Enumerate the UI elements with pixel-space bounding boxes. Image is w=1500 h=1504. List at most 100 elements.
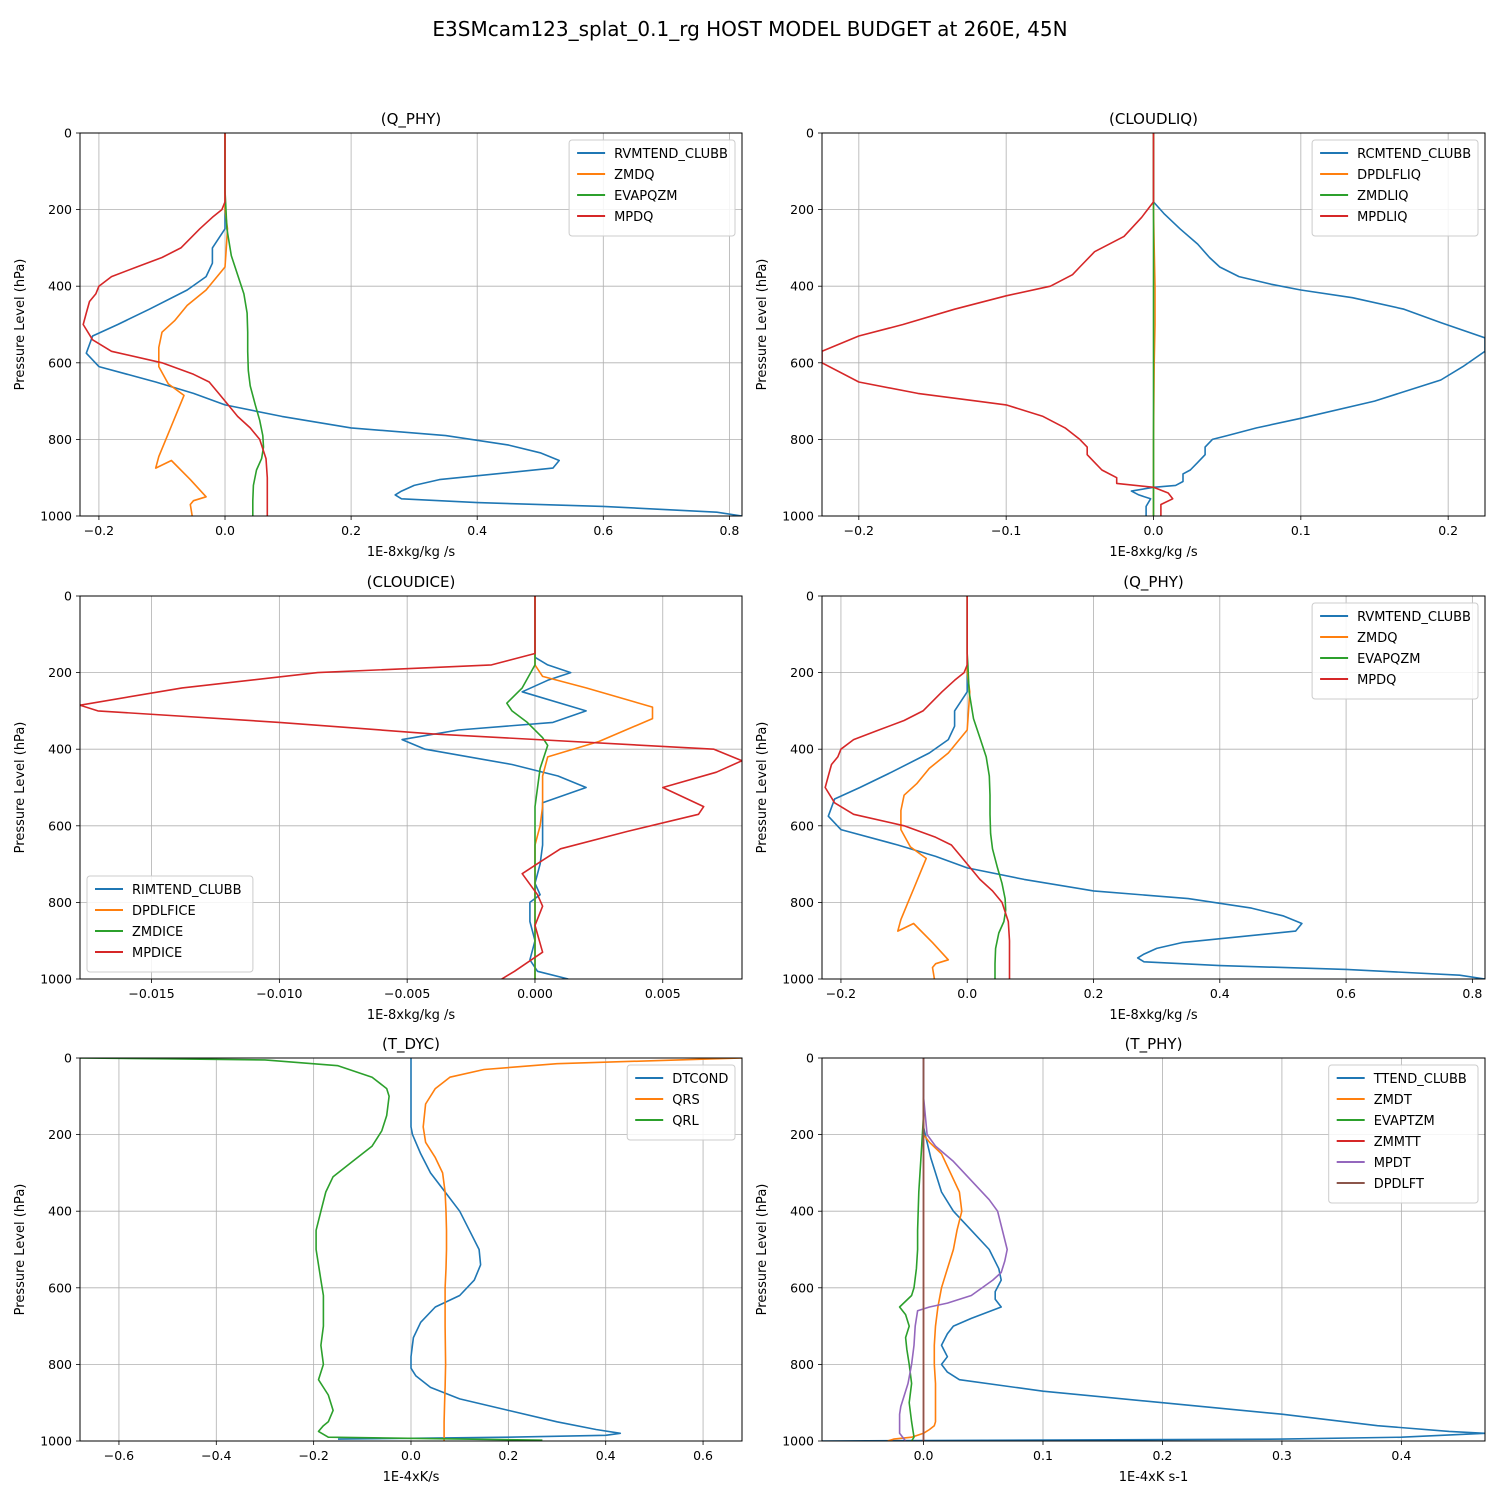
y-tick-label: 400 xyxy=(48,742,72,757)
plot-frame xyxy=(79,1057,743,1442)
y-tick-label: 800 xyxy=(790,432,814,447)
y-tick-label: 600 xyxy=(790,1280,814,1295)
y-tick-label: 600 xyxy=(790,355,814,370)
x-tick-label: 0.2 xyxy=(498,1448,518,1463)
x-tick-label: −0.2 xyxy=(298,1448,328,1463)
legend-box xyxy=(1311,602,1479,700)
x-tick-label: 0.0 xyxy=(215,523,235,538)
figure-title: E3SMcam123_splat_0.1_rg HOST MODEL BUDGE… xyxy=(432,17,1067,41)
x-tick-label: 0.2 xyxy=(341,523,361,538)
y-tick-label: 1000 xyxy=(782,972,814,987)
plot-frame xyxy=(79,132,743,517)
series-line-mpdq xyxy=(82,133,269,516)
legend-box xyxy=(1311,139,1479,237)
y-tick-label: 200 xyxy=(790,202,814,217)
panel-6: 0.0 0.1 0.2 0.3 0.4 0 200 400 600 800 1000 (T_PHY) 1… xyxy=(755,1035,1486,1485)
x-tick-label: 0.8 xyxy=(719,523,739,538)
series-line-rimtend-clubb xyxy=(401,596,587,979)
panel-4: −0.2 0.0 0.2 0.4 0.6 0.8 0 200 400 600 800 1000 (Q_P… xyxy=(755,573,1486,1023)
y-tick-label: 600 xyxy=(48,1280,72,1295)
legend-entry: RIMTEND_CLUBB xyxy=(132,883,242,898)
series-line-zmdt xyxy=(887,1058,963,1441)
x-tick-label: 0.4 xyxy=(1210,986,1230,1001)
y-tick-label: 400 xyxy=(790,279,814,294)
series-group xyxy=(824,596,1485,979)
y-tick-label: 0 xyxy=(64,589,72,604)
y-tick-label: 200 xyxy=(48,1127,72,1142)
x-tick-label: 0.4 xyxy=(467,523,487,538)
series-line-evapqzm xyxy=(224,133,265,516)
series-group xyxy=(822,133,1485,516)
series-line-qrs xyxy=(422,1058,742,1441)
legend: RCMTEND_CLUBB DPDLFLIQ ZMDLIQ MPDLIQ xyxy=(1311,139,1479,237)
legend-entry: DTCOND xyxy=(672,1072,728,1087)
x-tick-label: 0.0 xyxy=(401,1448,421,1463)
legend-entry: ZMDLIQ xyxy=(1357,189,1408,204)
legend-entry: QRS xyxy=(672,1093,700,1108)
y-tick-label: 200 xyxy=(48,665,72,680)
y-tick-label: 400 xyxy=(48,279,72,294)
legend: RIMTEND_CLUBB DPDLFICE ZMDICE MPDICE xyxy=(86,875,254,973)
y-tick-label: 800 xyxy=(48,895,72,910)
legend-entry: DPDLFT xyxy=(1374,1177,1424,1192)
y-axis-label: Pressure Level (hPa) xyxy=(13,259,28,391)
y-tick-label: 0 xyxy=(806,126,814,141)
y-tick-label: 1000 xyxy=(782,509,814,524)
x-tick-label: 0.6 xyxy=(593,523,613,538)
x-tick-label: 0.2 xyxy=(1438,523,1458,538)
x-tick-label: −0.4 xyxy=(201,1448,231,1463)
legend-entry: MPDQ xyxy=(1357,673,1396,688)
legend: RVMTEND_CLUBB ZMDQ EVAPQZM MPDQ xyxy=(1311,602,1479,700)
legend-entry: MPDT xyxy=(1374,1156,1411,1171)
legend-entry: RVMTEND_CLUBB xyxy=(1357,610,1471,625)
legend-entry: EVAPQZM xyxy=(1357,652,1420,667)
y-tick-label: 600 xyxy=(790,818,814,833)
plot-frame xyxy=(79,595,743,980)
x-tick-label: −0.005 xyxy=(384,986,430,1001)
panel-5: −0.6 −0.4 −0.2 0.0 0.2 0.4 0.6 0 200 400 600 800 100… xyxy=(13,1035,743,1485)
series-group xyxy=(82,133,742,516)
series-line-mpdq xyxy=(824,596,1011,979)
y-tick-label: 800 xyxy=(790,1357,814,1372)
y-tick-label: 0 xyxy=(64,1051,72,1066)
series-line-ttend-clubb xyxy=(822,1058,1485,1441)
y-tick-label: 800 xyxy=(790,895,814,910)
x-tick-label: 0.4 xyxy=(596,1448,616,1463)
x-tick-label: 0.0 xyxy=(1144,523,1164,538)
legend-box xyxy=(626,1064,736,1141)
series-line-evapqzm xyxy=(966,596,1007,979)
plot-frame xyxy=(821,595,1486,980)
series-line-mpdice xyxy=(80,596,742,979)
x-tick-label: 0.3 xyxy=(1272,1448,1292,1463)
y-tick-label: 800 xyxy=(48,432,72,447)
x-tick-label: 0.6 xyxy=(693,1448,713,1463)
x-tick-label: −0.010 xyxy=(256,986,302,1001)
panel-title: (CLOUDICE) xyxy=(367,573,456,591)
y-tick-label: 1000 xyxy=(40,972,72,987)
panel-title: (CLOUDLIQ) xyxy=(1109,110,1198,128)
series-line-zmdq xyxy=(896,596,971,979)
x-axis-label: 1E-8xkg/kg /s xyxy=(367,1008,456,1023)
series-group xyxy=(822,1058,1485,1441)
y-tick-label: 600 xyxy=(48,355,72,370)
x-tick-label: −0.6 xyxy=(104,1448,134,1463)
y-axis-label: Pressure Level (hPa) xyxy=(755,722,770,854)
y-tick-label: 400 xyxy=(790,1204,814,1219)
series-line-dtcond xyxy=(337,1058,622,1440)
x-tick-label: 0.6 xyxy=(1336,986,1356,1001)
legend-entry: ZMDQ xyxy=(1357,631,1397,646)
series-line-evaptzm xyxy=(898,1058,925,1441)
x-tick-label: 0.2 xyxy=(1153,1448,1173,1463)
legend-entry: DPDLFICE xyxy=(132,904,196,919)
legend-entry: QRL xyxy=(672,1114,699,1129)
x-tick-label: −0.2 xyxy=(84,523,114,538)
legend-entry: ZMMTT xyxy=(1374,1135,1421,1150)
series-line-mpdt xyxy=(898,1058,1009,1441)
series-line-mpdliq xyxy=(822,133,1174,516)
legend-box xyxy=(86,875,254,973)
legend-entry: RVMTEND_CLUBB xyxy=(614,147,728,162)
x-tick-label: −0.1 xyxy=(991,523,1021,538)
series-line-rcmtend-clubb xyxy=(1130,133,1485,516)
x-axis-label: 1E-8xkg/kg /s xyxy=(1109,1008,1198,1023)
y-axis-label: Pressure Level (hPa) xyxy=(755,259,770,391)
